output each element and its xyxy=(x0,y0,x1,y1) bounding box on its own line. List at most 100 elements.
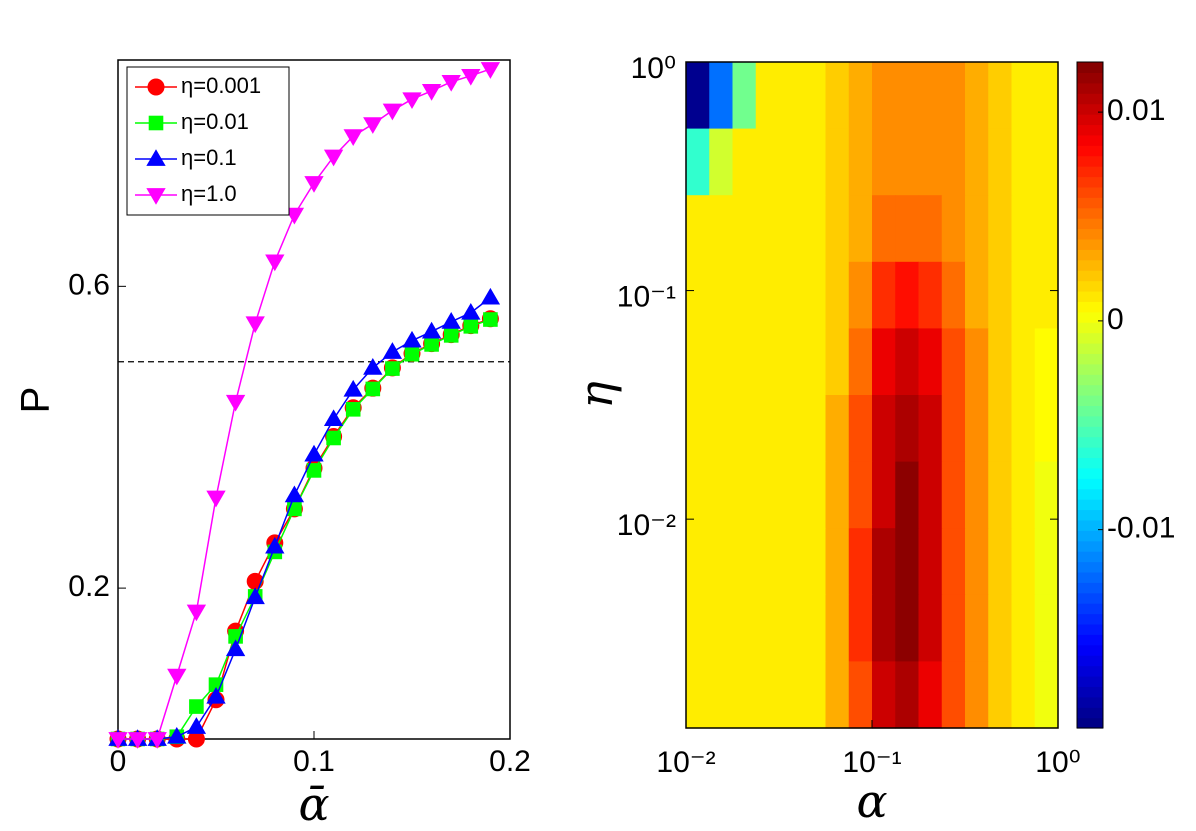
x-axis-label: ᾱ xyxy=(298,777,329,831)
heatmap-cell xyxy=(848,328,873,396)
heatmap-cell xyxy=(825,661,850,729)
heatmap-cell xyxy=(895,395,920,463)
marker xyxy=(147,78,165,96)
heatmap-cell xyxy=(825,62,850,130)
colorbar-swatch xyxy=(1077,186,1103,198)
heatmap-cell xyxy=(709,261,734,329)
marker xyxy=(382,103,403,121)
heatmap-cell xyxy=(848,261,873,329)
colorbar-swatch xyxy=(1077,436,1103,448)
marker xyxy=(463,319,479,334)
heatmap-cell xyxy=(848,594,873,662)
heatmap-cell xyxy=(1011,328,1036,396)
heatmap-cell xyxy=(779,395,803,463)
marker xyxy=(225,639,246,657)
heatmap-cell xyxy=(918,328,943,396)
heatmap-cell xyxy=(779,128,803,196)
heatmap-cell xyxy=(802,128,827,196)
marker xyxy=(421,321,442,339)
colorbar-swatch xyxy=(1077,478,1103,490)
marker xyxy=(461,302,481,320)
heatmap-cell xyxy=(1011,594,1036,662)
colorbar-swatch xyxy=(1077,207,1103,219)
colorbar-swatch xyxy=(1077,530,1103,542)
colorbar-swatch xyxy=(1077,155,1103,167)
heatmap-cell xyxy=(941,261,966,329)
heatmap-cell xyxy=(779,62,803,130)
colorbar-swatch xyxy=(1077,363,1103,375)
heatmap-cell xyxy=(732,261,757,329)
heatmap-cell xyxy=(802,395,827,463)
heatmap-cell xyxy=(732,195,757,263)
colorbar-swatch xyxy=(1077,665,1103,677)
marker xyxy=(147,732,167,749)
marker xyxy=(189,699,204,714)
heatmap-cell xyxy=(1011,395,1036,463)
heatmap-cell xyxy=(988,128,1013,196)
heatmap-cell xyxy=(802,528,827,596)
heatmap-cell xyxy=(755,461,780,529)
y-tick-label: 10⁰ xyxy=(631,52,676,85)
heatmap-cell xyxy=(918,461,943,529)
marker xyxy=(404,346,420,362)
heatmap-cell xyxy=(941,528,966,596)
heatmap-cell xyxy=(709,62,734,130)
y-tick-label: 0.6 xyxy=(68,268,110,301)
heatmap-cell xyxy=(988,661,1013,729)
heatmap-cell xyxy=(965,62,989,130)
heatmap-cell xyxy=(965,395,989,463)
colorbar-swatch xyxy=(1077,675,1103,687)
heatmap-cell xyxy=(988,395,1013,463)
heatmap-cell xyxy=(872,528,896,596)
colorbar-swatch xyxy=(1077,197,1103,209)
legend-label: η=0.01 xyxy=(181,109,249,134)
colorbar-tick-label: 0.01 xyxy=(1107,94,1165,127)
heatmap-cell xyxy=(848,461,873,529)
colorbar-swatch xyxy=(1077,509,1103,521)
heatmap-cell xyxy=(918,395,943,463)
heatmap-cell xyxy=(1034,328,1059,396)
heatmap-cell xyxy=(709,395,734,463)
heatmap-cell xyxy=(755,661,780,729)
heatmap-cell xyxy=(1011,261,1036,329)
marker xyxy=(363,358,383,375)
colorbar-swatch xyxy=(1077,655,1103,667)
heatmap-cell xyxy=(825,395,850,463)
heatmap-cell xyxy=(802,261,827,329)
marker xyxy=(382,342,403,359)
colorbar-swatch xyxy=(1077,166,1103,178)
heatmap-cell xyxy=(755,261,780,329)
colorbar-swatch xyxy=(1077,551,1103,563)
heatmap-cell xyxy=(1011,195,1036,263)
marker xyxy=(402,330,422,348)
marker xyxy=(343,379,363,397)
heatmap-cell xyxy=(732,128,757,196)
colorbar-swatch xyxy=(1077,613,1103,625)
heatmap-cell xyxy=(872,594,896,662)
heatmap-cell xyxy=(1034,461,1059,529)
colorbar-swatch xyxy=(1077,467,1103,479)
marker xyxy=(365,381,381,397)
heatmap-cell xyxy=(872,395,896,463)
colorbar-swatch xyxy=(1077,301,1103,313)
colorbar-swatch xyxy=(1077,707,1103,719)
heatmap-cell xyxy=(686,195,710,263)
heatmap-cell xyxy=(825,328,850,396)
heatmap-cell xyxy=(918,195,943,263)
heatmap-cell xyxy=(965,128,989,196)
marker xyxy=(421,84,442,101)
heatmap-cell xyxy=(1011,128,1036,196)
colorbar-swatch xyxy=(1077,447,1103,459)
heatmap-cell xyxy=(848,661,873,729)
heatmap-cell xyxy=(1034,195,1059,263)
heatmap-cell xyxy=(848,395,873,463)
heatmap-cell xyxy=(779,261,803,329)
colorbar-swatch xyxy=(1077,134,1103,146)
heatmap-cell xyxy=(732,528,757,596)
heatmap-cell xyxy=(802,62,827,130)
marker xyxy=(323,409,344,427)
x-tick-label: 10⁻¹ xyxy=(842,746,901,779)
marker xyxy=(424,337,439,352)
heatmap-cell xyxy=(755,594,780,662)
